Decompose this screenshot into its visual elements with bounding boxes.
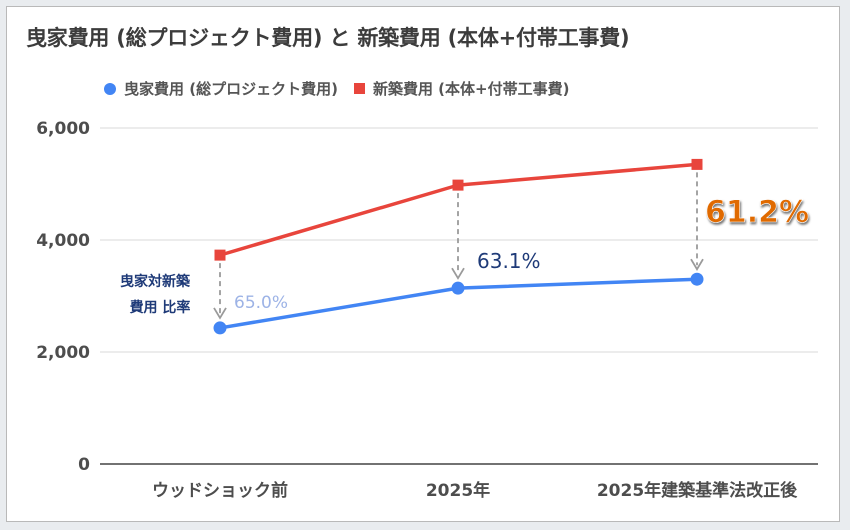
point-hikiya bbox=[690, 272, 704, 286]
point-shinchiku bbox=[452, 179, 464, 191]
ratio-value: 63.1% bbox=[477, 249, 541, 273]
legend-label-shinchiku: 新築費用 (本体+付帯工事費) bbox=[372, 80, 570, 98]
point-shinchiku bbox=[214, 249, 226, 261]
y-tick-label: 4,000 bbox=[36, 231, 90, 251]
legend-swatch-shinchiku bbox=[353, 83, 365, 94]
ratio-arrow-head bbox=[690, 258, 704, 271]
x-tick-label: 2025年建築基準法改正後 bbox=[597, 480, 798, 501]
chart-title: 曳家費用 (総プロジェクト費用) と 新築費用 (本体+付帯工事費) bbox=[26, 26, 630, 50]
point-shinchiku bbox=[691, 158, 703, 170]
x-tick-label: 2025年 bbox=[426, 480, 490, 501]
point-hikiya bbox=[451, 281, 465, 295]
legend-label-hikiya: 曳家費用 (総プロジェクト費用) bbox=[124, 80, 338, 98]
legend-swatch-hikiya bbox=[104, 82, 116, 95]
legend: 曳家費用 (総プロジェクト費用) 新築費用 (本体+付帯工事費) bbox=[104, 78, 569, 99]
y-tick-label: 6,000 bbox=[36, 119, 90, 139]
ratio-label-line2: 費用 比率 bbox=[130, 299, 191, 316]
ratio-label-line1: 曳家対新築 bbox=[120, 273, 191, 290]
x-tick-label: ウッドショック前 bbox=[152, 480, 288, 501]
ratio-value: 61.2% bbox=[705, 195, 809, 230]
legend-item-hikiya: 曳家費用 (総プロジェクト費用) bbox=[104, 78, 338, 99]
ratio-value: 65.0% bbox=[234, 293, 288, 313]
ratio-arrow-head bbox=[213, 307, 227, 320]
ratio-arrow-head bbox=[451, 267, 465, 280]
legend-item-shinchiku: 新築費用 (本体+付帯工事費) bbox=[353, 78, 570, 99]
point-hikiya bbox=[213, 321, 227, 335]
y-tick-label: 2,000 bbox=[36, 343, 90, 363]
y-tick-label: 0 bbox=[78, 455, 90, 475]
